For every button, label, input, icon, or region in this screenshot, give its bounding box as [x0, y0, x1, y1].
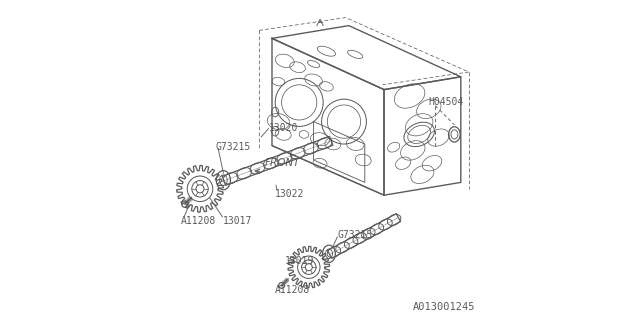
Text: A11208: A11208 [181, 216, 216, 226]
Text: 13019: 13019 [285, 256, 314, 266]
Text: A013001245: A013001245 [413, 302, 475, 312]
Text: H04504: H04504 [429, 97, 464, 108]
Text: 13020: 13020 [269, 123, 298, 133]
Text: G73215: G73215 [338, 230, 373, 240]
Text: G73215: G73215 [216, 142, 252, 152]
Text: A11208: A11208 [275, 284, 310, 295]
Text: FRONT: FRONT [265, 158, 300, 168]
Text: 13022: 13022 [275, 188, 305, 199]
Text: 13017: 13017 [223, 216, 252, 226]
